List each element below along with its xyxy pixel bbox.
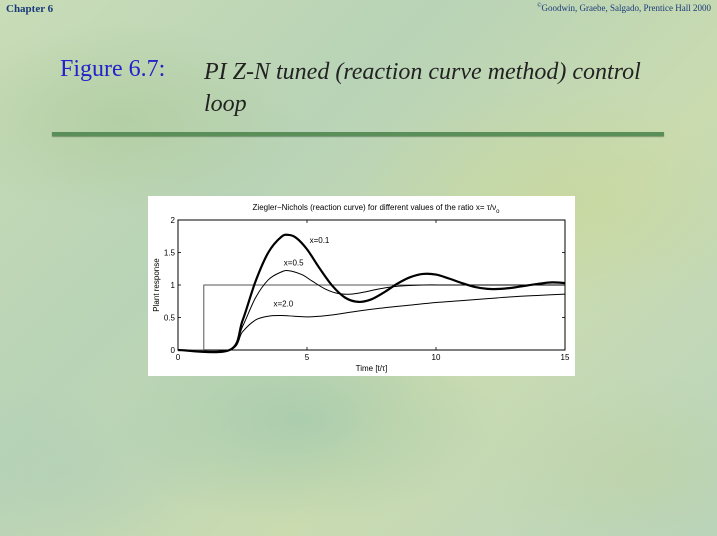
series-line-x-2-0 — [177, 293, 566, 352]
y-tick-label: 0.5 — [164, 314, 176, 323]
copyright-symbol: © — [536, 3, 542, 9]
y-tick-label: 2 — [171, 216, 176, 225]
title-divider — [52, 132, 664, 136]
x-tick-label: 15 — [561, 353, 570, 362]
y-tick-label: 1 — [171, 281, 176, 290]
x-tick-label: 0 — [176, 353, 181, 362]
curve-annotations: x=0.1 x=0.5 x=2.0 — [273, 236, 329, 309]
y-tick-label: 1.5 — [164, 249, 176, 258]
chart-panel: Ziegler−Nichols (reaction curve) for dif… — [148, 196, 575, 376]
chapter-label: Chapter 6 — [6, 3, 54, 15]
axis-ticks: 0 5 10 15 0 0.5 1 1.5 2 — [164, 216, 570, 362]
curve-label: x=0.1 — [310, 236, 330, 245]
figure-title: PI Z-N tuned (reaction curve method) con… — [204, 59, 641, 117]
chart-title-main: Ziegler−Nichols (reaction curve) for dif… — [253, 203, 497, 212]
x-tick-label: 10 — [432, 353, 441, 362]
curve-label: x=0.5 — [284, 259, 304, 268]
x-tick-label: 5 — [305, 353, 310, 362]
chart-title-subscript: o — [496, 209, 500, 215]
copyright-text: Goodwin, Graebe, Salgado, Prentice Hall … — [541, 3, 711, 13]
chart-title: Ziegler−Nichols (reaction curve) for dif… — [253, 203, 501, 215]
series-line-x-0-5 — [177, 270, 565, 353]
x-axis-label: Time [t/τ] — [356, 364, 388, 373]
y-tick-label: 0 — [171, 346, 176, 355]
y-axis-label: Plant response — [152, 258, 161, 312]
chart-svg: Ziegler−Nichols (reaction curve) for dif… — [152, 203, 570, 373]
figure-label: Figure 6.7: — [60, 56, 166, 82]
series-lines — [177, 233, 566, 354]
curve-label: x=2.0 — [273, 299, 293, 308]
copyright-notice: ©Goodwin, Graebe, Salgado, Prentice Hall… — [537, 3, 711, 13]
series-line-x-0-1 — [177, 233, 566, 354]
